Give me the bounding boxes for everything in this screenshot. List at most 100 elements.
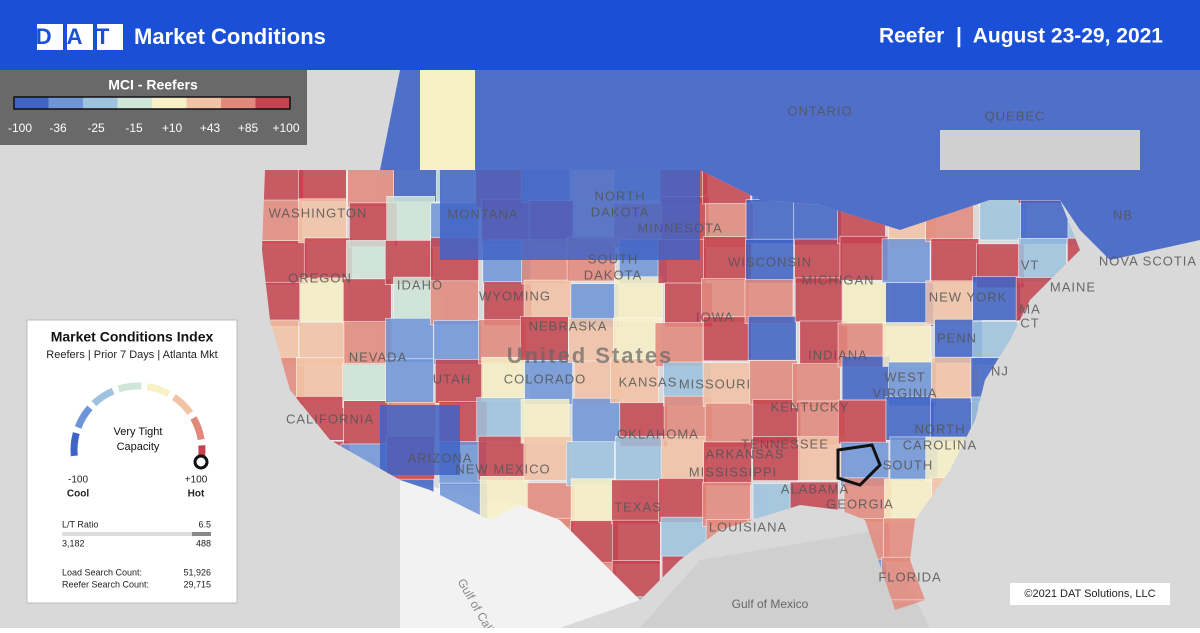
- region-label: FLORIDA: [878, 569, 941, 584]
- region: [882, 599, 932, 610]
- region-label: UTAH: [433, 371, 471, 386]
- region-label: DAKOTA: [584, 267, 643, 282]
- region-label: VT: [1021, 257, 1040, 272]
- logo-box: [67, 24, 93, 50]
- region-label: INDIANA: [808, 347, 868, 362]
- region-label: NEVADA: [349, 349, 408, 364]
- region: [703, 441, 752, 487]
- region-label: ARKANSAS: [706, 446, 785, 461]
- reefer-search-label: Reefer Search Count:: [62, 579, 149, 589]
- map-labels: ONTARIO QUEBEC NB NOVA SCOTIA WASHINGTON OREG…: [269, 103, 1197, 584]
- region: [1020, 199, 1069, 245]
- panel-subtitle: Reefers | Prior 7 Days | Atlanta Mkt: [46, 349, 217, 361]
- region-label: SOUTH: [883, 457, 934, 472]
- region: [614, 276, 663, 321]
- region-label: GEORGIA: [826, 496, 894, 511]
- legend-swatch: [152, 97, 187, 109]
- loads: 3,182: [62, 538, 85, 548]
- region-label: TEXAS: [614, 499, 662, 514]
- gauge-segment: [117, 382, 142, 393]
- legend-tick: -36: [49, 121, 67, 135]
- region: [702, 481, 751, 527]
- region: [752, 436, 801, 481]
- region-label: NORTH: [915, 421, 966, 436]
- region: [342, 363, 391, 408]
- region: [837, 399, 887, 445]
- region-label: IDAHO: [397, 277, 443, 292]
- region: [794, 277, 844, 323]
- logo-box: [37, 24, 63, 50]
- region: [702, 362, 752, 407]
- gauge-segment: [70, 432, 80, 457]
- region-label: WYOMING: [479, 288, 551, 303]
- logo-box: [97, 24, 123, 50]
- region: [658, 478, 708, 523]
- region-label: MINNESOTA: [637, 220, 722, 235]
- gauge-min-label: Cool: [67, 489, 89, 500]
- gauge-needle: [193, 454, 209, 470]
- header-right: Reefer | August 23-29, 2021: [879, 25, 1163, 48]
- region-label: NEW YORK: [929, 289, 1008, 304]
- load-search: 51,926: [183, 567, 211, 577]
- region-label: MAINE: [1050, 279, 1096, 294]
- gauge-segment: [171, 394, 194, 416]
- region: [745, 199, 795, 244]
- region-label: IOWA: [696, 309, 734, 324]
- gauge-segment: [190, 416, 205, 441]
- region: [747, 315, 797, 361]
- region: [745, 238, 794, 284]
- region-label: PENN: [937, 330, 977, 345]
- legend-swatch: [117, 97, 152, 109]
- legend-frame: [13, 96, 291, 110]
- region: [303, 237, 353, 283]
- gauge-segment: [91, 387, 115, 407]
- region: [615, 436, 664, 481]
- region-label: CALIFORNIA: [286, 411, 374, 426]
- gauge-text: Capacity: [117, 441, 160, 453]
- region: [568, 318, 617, 363]
- legend-swatch: [48, 97, 83, 109]
- region: [420, 70, 475, 170]
- region-label: CT: [1020, 315, 1039, 330]
- region: [476, 397, 525, 442]
- region-label: TENNESSEE: [741, 436, 829, 451]
- region: [342, 278, 392, 324]
- region: [478, 319, 527, 365]
- region-label: MISSOURI: [679, 376, 751, 391]
- region-label: OKLAHOMA: [617, 426, 699, 441]
- atlanta-market-outline: [836, 443, 882, 487]
- legend-swatch: [14, 97, 49, 109]
- region-label: ALABAMA: [781, 481, 849, 496]
- ratio-label: L/T Ratio: [62, 519, 98, 529]
- ratio-value: 6.5: [198, 519, 211, 529]
- region: [885, 396, 935, 441]
- region-label: NOVA SCOTIA: [1099, 253, 1197, 268]
- legend: -100 -36 -25 -15 +10 +43 +85 +100: [8, 96, 300, 135]
- region-label: SOUTH: [588, 251, 639, 266]
- header: [0, 0, 1200, 70]
- region-label: COLORADO: [504, 371, 586, 386]
- ratio-track: [62, 532, 211, 536]
- region: [385, 317, 434, 363]
- mexico: [400, 480, 640, 628]
- region: [612, 519, 661, 565]
- region: [925, 280, 975, 326]
- region: [571, 397, 621, 443]
- gauge-min: -100: [68, 475, 88, 486]
- legend-swatch: [186, 97, 221, 109]
- legend-tick: -25: [87, 121, 105, 135]
- region: [429, 280, 479, 326]
- region-label: MICHIGAN: [802, 272, 875, 287]
- region: [385, 358, 434, 404]
- region: [481, 356, 530, 402]
- panel-title: Market Conditions Index: [51, 329, 214, 345]
- region-label: KENTUCKY: [771, 399, 850, 414]
- header-title: Market Conditions: [134, 24, 326, 49]
- region-label: QUEBEC: [985, 108, 1046, 123]
- region-label: NB: [1113, 207, 1133, 222]
- region-label: WEST: [884, 369, 926, 384]
- legend-swatch: [221, 97, 256, 109]
- country-label: United States: [507, 343, 674, 368]
